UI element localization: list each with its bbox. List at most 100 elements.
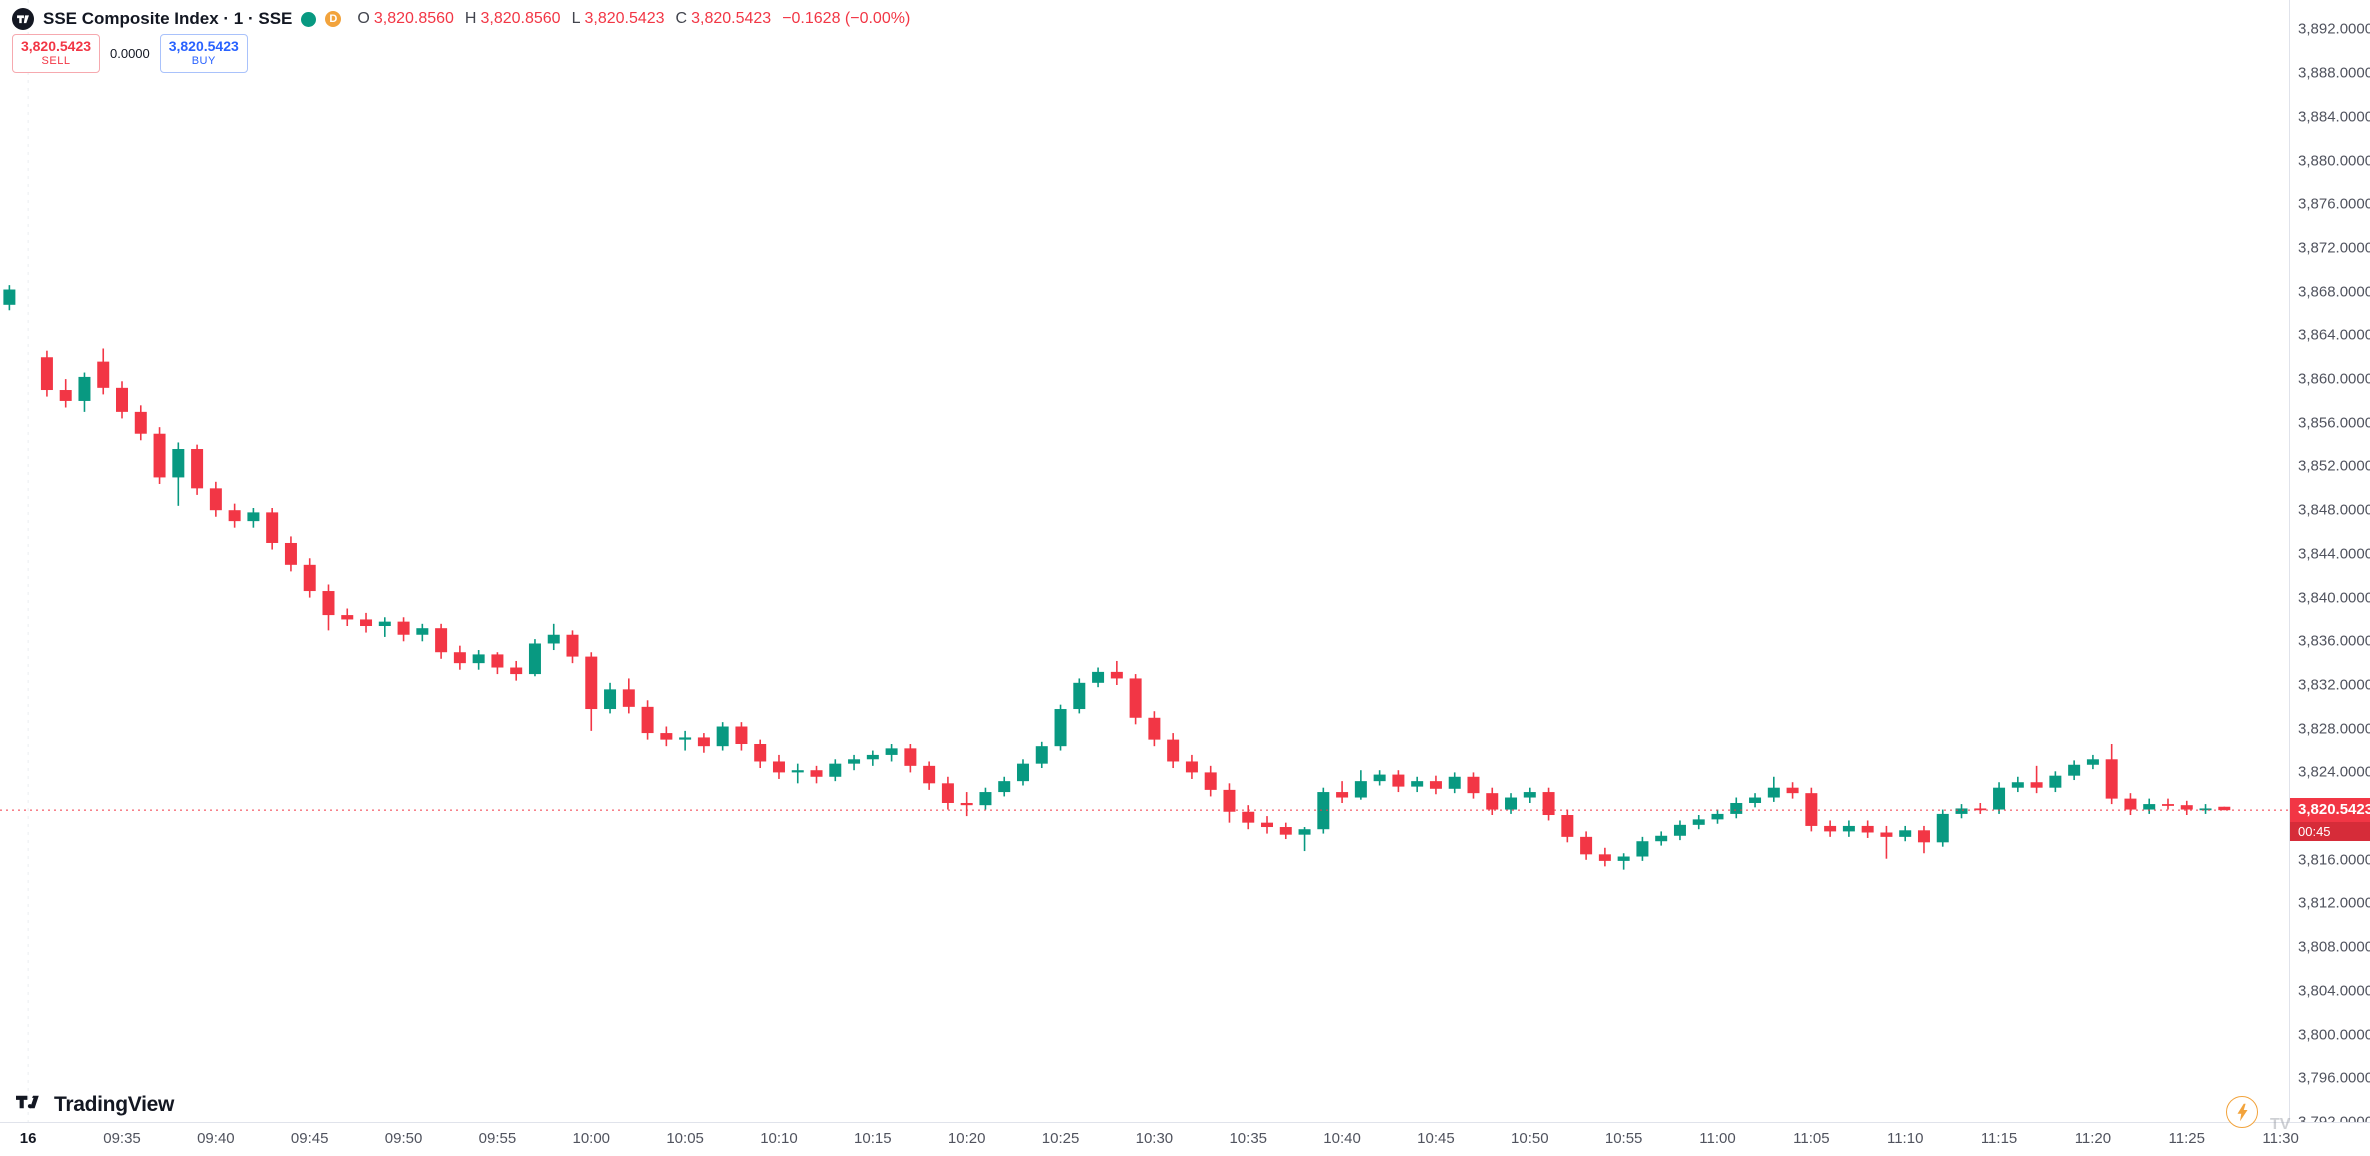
candle-body	[510, 667, 523, 675]
candle-body	[2161, 804, 2174, 806]
candle-body	[416, 628, 429, 635]
time-axis-label: 10:15	[854, 1130, 892, 1147]
price-axis-label: 3,884.0000	[2298, 108, 2370, 126]
candle-body	[2049, 775, 2062, 788]
candle-body	[848, 759, 861, 764]
candle-body	[1073, 682, 1086, 710]
candle-body	[1786, 787, 1799, 794]
ohlc-legend: O 3,820.8560 H 3,820.8560 L 3,820.5423 C 3,8…	[350, 10, 910, 28]
candle-body	[1185, 761, 1198, 773]
candle-body	[641, 706, 654, 734]
time-axis-label: 09:40	[197, 1130, 235, 1147]
candle-body	[1561, 815, 1574, 837]
candle-body	[1505, 797, 1518, 810]
price-axis-label: 3,828.0000	[2298, 720, 2370, 738]
time-axis-label: 10:00	[572, 1130, 611, 1147]
candle-body	[904, 748, 917, 766]
candle-body	[2218, 806, 2231, 811]
candle-body	[78, 376, 91, 401]
candle-body	[979, 792, 992, 806]
candle-body	[1054, 709, 1067, 747]
candle-body	[1580, 836, 1593, 855]
tradingview-attribution[interactable]: TradingView	[16, 1090, 174, 1119]
candle-body	[2030, 782, 2043, 788]
price-axis-label: 3,816.0000	[2298, 851, 2370, 869]
candle-body	[435, 628, 448, 653]
delayed-data-badge[interactable]: D	[325, 11, 342, 27]
candle-body	[172, 449, 185, 478]
candle-body	[1805, 793, 1818, 826]
candle-body	[397, 621, 410, 635]
candle-body	[1223, 789, 1236, 812]
price-axis-label: 3,880.0000	[2298, 152, 2370, 170]
candle-body	[1354, 781, 1367, 798]
candle-body	[1936, 813, 1949, 843]
candle-body	[1861, 825, 1874, 833]
candle-body	[604, 689, 617, 710]
price-axis-label: 3,892.0000	[2298, 20, 2370, 38]
candle-body	[1129, 678, 1142, 718]
time-axis-label: 10:05	[666, 1130, 704, 1147]
candle-body	[1917, 830, 1930, 843]
candlestick-chart[interactable]	[0, 0, 2290, 1122]
sell-button[interactable]: 3,820.5423 SELL	[12, 34, 100, 73]
candle-body	[885, 748, 898, 755]
price-axis[interactable]: 3,820.5423 00:45 3,792.00003,796.00003,8…	[2289, 0, 2370, 1156]
candle-body	[59, 390, 72, 401]
time-axis-label: 11:15	[1980, 1130, 2018, 1147]
candle-body	[772, 761, 785, 773]
candle-body	[2143, 804, 2156, 810]
sell-price: 3,820.5423	[20, 38, 92, 54]
time-axis-label: 09:35	[103, 1130, 141, 1147]
candle-body	[810, 770, 823, 777]
buy-button[interactable]: 3,820.5423 BUY	[159, 34, 248, 73]
instant-order-button[interactable]	[2226, 1096, 2258, 1128]
buy-sell-panel: 3,820.5423 SELL 0.0000 3,820.5423 BUY	[12, 34, 248, 73]
spread-value: 0.0000	[110, 46, 150, 61]
time-axis-label: 11:05	[1793, 1130, 1830, 1147]
price-axis-label: 3,832.0000	[2298, 676, 2370, 694]
candle-body	[1899, 830, 1912, 837]
market-status-icon[interactable]	[301, 11, 317, 27]
candle-body	[1842, 825, 1855, 832]
candle-body	[528, 643, 541, 675]
candle-body	[1298, 829, 1311, 835]
time-axis-label: 11:10	[1886, 1130, 1924, 1147]
lightning-icon	[2235, 1103, 2250, 1122]
bar-countdown: 00:45	[2290, 822, 2370, 842]
time-axis[interactable]: 16 09:35 09:40 09:45 09:50 09:55 10:00 10:05 10:…	[0, 1122, 2370, 1156]
candle-body	[566, 634, 579, 657]
candle-body	[2180, 805, 2193, 810]
candle-body	[754, 743, 767, 762]
time-axis-label: 10:55	[1604, 1130, 1643, 1147]
price-axis-label: 3,800.0000	[2298, 1026, 2370, 1044]
price-axis-label: 3,848.0000	[2298, 501, 2370, 519]
candle-body	[866, 754, 879, 760]
candle-body	[1993, 787, 2006, 810]
candle-body	[303, 564, 316, 592]
last-price-value: 3,820.5423	[2290, 798, 2370, 823]
time-axis-label: 10:30	[1135, 1130, 1174, 1147]
time-axis-label: 09:45	[290, 1130, 329, 1147]
candle-body	[1636, 841, 1649, 857]
candle-body	[472, 654, 485, 664]
low-value: 3,820.5423	[584, 10, 665, 27]
candle-body	[1411, 781, 1424, 787]
candle-body	[134, 411, 147, 434]
candle-body	[209, 488, 222, 511]
time-axis-date-label: 16	[19, 1130, 37, 1147]
tradingview-logo-icon[interactable]	[12, 8, 34, 30]
candle-body	[829, 763, 842, 777]
candle-body	[2105, 759, 2118, 799]
candle-body	[1655, 835, 1668, 842]
symbol-title[interactable]: SSE Composite Index · 1 · SSE	[43, 9, 293, 28]
candle-body	[247, 512, 260, 522]
time-axis-label: 10:50	[1511, 1130, 1549, 1147]
low-label: L	[571, 10, 581, 27]
candle-body	[660, 733, 673, 740]
candle-body	[1429, 781, 1442, 789]
price-axis-label: 3,812.0000	[2298, 894, 2370, 912]
candle-body	[1317, 792, 1330, 830]
symbol-legend: SSE Composite Index · 1 · SSE D O 3,820.8…	[12, 8, 910, 30]
change-value: −0.1628 (−0.00%)	[782, 10, 911, 27]
